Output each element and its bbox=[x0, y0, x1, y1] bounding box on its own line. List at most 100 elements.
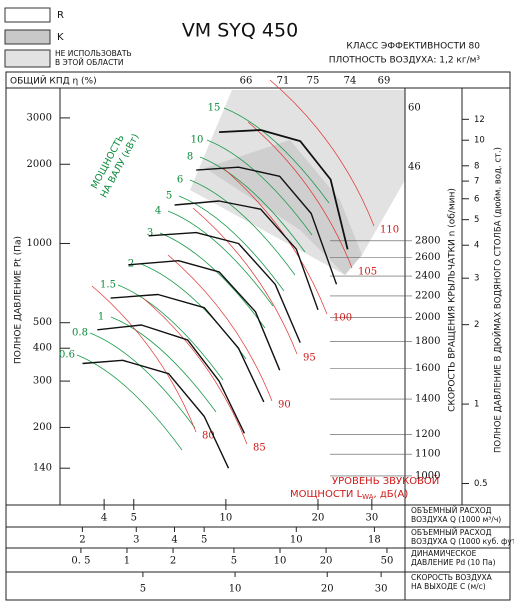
y3-tick-label: 12 bbox=[474, 115, 485, 125]
sound-title-sub: WA bbox=[362, 493, 374, 501]
sound-label: 105 bbox=[358, 267, 377, 278]
x2-tick-label: 18 bbox=[368, 535, 381, 546]
power-line bbox=[199, 156, 306, 253]
sound-title: УРОВЕНЬ ЗВУКОВОЙ bbox=[332, 474, 439, 487]
y2-tick-label: 2600 bbox=[415, 252, 440, 263]
legend-swatch bbox=[4, 7, 51, 23]
subtitle: ПЛОТНОСТЬ ВОЗДУХА: 1,2 кг/м³ bbox=[329, 56, 481, 66]
x4-tick-label: 5 bbox=[140, 584, 146, 595]
x3-tick-label: 2 bbox=[170, 556, 176, 567]
power-label: 10 bbox=[191, 135, 204, 146]
fan-curve bbox=[97, 324, 246, 434]
power-line bbox=[178, 195, 285, 292]
y3-tick-label: 8 bbox=[474, 161, 479, 171]
y-tick-label: 400 bbox=[33, 343, 52, 354]
power-line bbox=[206, 139, 313, 236]
sound-line bbox=[167, 254, 273, 402]
row-label: ОБЪЕМНЫЙ РАСХОД bbox=[411, 506, 492, 515]
sound-title-part: МОЩНОСТИ L bbox=[290, 489, 363, 500]
y3-tick-label: 6 bbox=[474, 194, 479, 204]
power-line bbox=[117, 284, 224, 381]
power-label: 0.6 bbox=[59, 350, 75, 361]
y-tick-label: 200 bbox=[33, 422, 52, 433]
row-label: ДИНАМИЧЕСКОЕ bbox=[411, 549, 477, 558]
y3-tick-label: 3 bbox=[474, 274, 479, 284]
efficiency-title: ОБЩИЙ КПД η (%) bbox=[10, 75, 97, 87]
efficiency-label: 66 bbox=[240, 76, 253, 87]
sound-line bbox=[192, 207, 298, 355]
power-line bbox=[89, 332, 196, 429]
efficiency-label: 60 bbox=[408, 103, 421, 114]
sound-title-part: , дБ(A) bbox=[373, 489, 408, 500]
y-tick-label: 3000 bbox=[27, 112, 52, 123]
chart-title: VM SYQ 450 bbox=[182, 20, 298, 42]
x4-tick-label: 10 bbox=[229, 584, 242, 595]
x2-tick-label: 2 bbox=[79, 535, 85, 546]
fan-curve bbox=[128, 260, 281, 371]
power-line bbox=[189, 179, 296, 276]
y2-tick-label: 2800 bbox=[415, 235, 440, 246]
power-line bbox=[223, 107, 330, 204]
x3-tick-label: 5 bbox=[231, 556, 237, 567]
y2-tick-label: 1800 bbox=[415, 336, 440, 347]
x-tick-label: 30 bbox=[365, 513, 378, 524]
legend-swatch bbox=[4, 49, 51, 68]
fan-curve bbox=[219, 129, 349, 250]
y2-tick-label: 1400 bbox=[415, 394, 440, 405]
x-tick-label: 20 bbox=[312, 513, 325, 524]
sound-title: МОЩНОСТИ LWA, дБ(A) bbox=[290, 489, 408, 501]
efficiency-label: 69 bbox=[378, 76, 391, 87]
legend-label: R bbox=[57, 10, 64, 21]
row-label: ВОЗДУХА Q (1000 куб. фут/мин) bbox=[411, 537, 514, 546]
y2-tick-label: 1200 bbox=[415, 429, 440, 440]
power-line bbox=[167, 210, 274, 307]
power-label: 1.5 bbox=[100, 280, 116, 291]
row-label: ДАВЛЕНИЕ Pd (10 Па) bbox=[411, 558, 496, 567]
y3-tick-label: 5 bbox=[474, 215, 479, 225]
x4-tick-label: 30 bbox=[375, 584, 388, 595]
y3-tick-label: 4 bbox=[474, 241, 479, 251]
efficiency-label: 75 bbox=[307, 76, 320, 87]
y3-axis-title: ПОЛНОЕ ДАВЛЕНИЕ В ДЮЙМАХ ВОДЯНОГО СТОЛБА… bbox=[492, 147, 504, 453]
frame bbox=[5, 71, 511, 601]
fan-curve bbox=[110, 293, 265, 403]
subtitle: КЛАСС ЭФФЕКТИВНОСТИ 80 bbox=[346, 42, 480, 52]
y3-tick-label: 2 bbox=[474, 320, 479, 330]
fan-curve bbox=[174, 200, 319, 311]
y2-tick-label: 1000 bbox=[415, 470, 440, 481]
x4-tick-label: 20 bbox=[321, 584, 334, 595]
x3-tick-label: 50 bbox=[381, 556, 394, 567]
row-label: ОБЪЕМНЫЙ РАСХОД bbox=[411, 528, 492, 537]
row-label: СКОРОСТЬ ВОЗДУХА bbox=[411, 573, 493, 582]
y2-tick-label: 2000 bbox=[415, 312, 440, 323]
row-label: НА ВЫХОДЕ C (м/с) bbox=[411, 582, 486, 591]
y3-tick-label: 1 bbox=[474, 400, 479, 410]
x2-tick-label: 3 bbox=[133, 535, 139, 546]
x-tick-label: 4 bbox=[101, 513, 107, 524]
sound-label: 100 bbox=[333, 313, 352, 324]
k-area bbox=[205, 140, 362, 275]
y3-tick-label: 0.5 bbox=[474, 479, 488, 489]
fan-curve bbox=[148, 231, 301, 343]
x-tick-label: 5 bbox=[131, 513, 137, 524]
x3-tick-label: 20 bbox=[320, 556, 333, 567]
y-tick-label: 1000 bbox=[27, 238, 52, 249]
power-line bbox=[159, 232, 266, 329]
y2-tick-label: 2200 bbox=[415, 290, 440, 301]
sound-label: 110 bbox=[380, 225, 399, 236]
power-label: 1 bbox=[98, 312, 104, 323]
y-tick-label: 500 bbox=[33, 317, 52, 328]
power-label: 15 bbox=[208, 103, 221, 114]
x3-tick-label: 10 bbox=[274, 556, 287, 567]
sound-label: 85 bbox=[253, 443, 266, 454]
y2-tick-label: 1100 bbox=[415, 449, 440, 460]
efficiency-label: 46 bbox=[408, 162, 421, 173]
legend-label: В ЭТОЙ ОБЛАСТИ bbox=[55, 58, 124, 67]
x3-tick-label: 0. 5 bbox=[71, 556, 90, 567]
row-label: ВОЗДУХА Q (1000 м³/ч) bbox=[411, 515, 501, 524]
y-tick-label: 140 bbox=[33, 463, 52, 474]
